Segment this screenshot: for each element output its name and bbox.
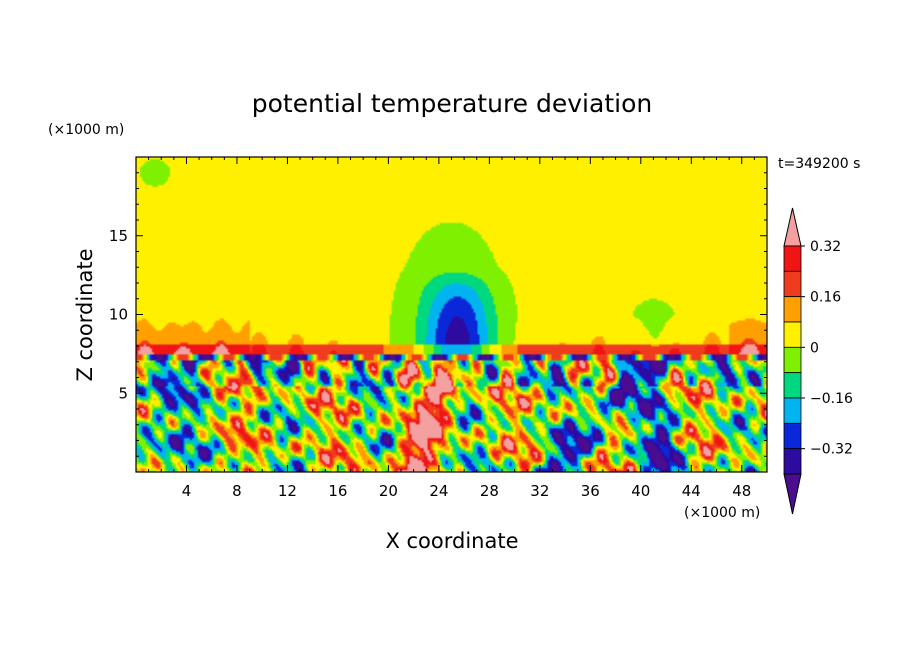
- x-tick-label: 44: [682, 482, 701, 500]
- x-tick-label: 20: [379, 482, 398, 500]
- colorbar-extend-low: [783, 473, 802, 515]
- colorbar-bin: [783, 422, 802, 450]
- colorbar-bin: [783, 372, 802, 399]
- potential-temperature-field: [136, 157, 767, 472]
- colorbar-bin: [783, 270, 802, 298]
- colorbar-label: 0: [810, 340, 819, 356]
- x-tick-label: 16: [328, 482, 347, 500]
- colorbar-extend-high: [783, 207, 802, 247]
- x-tick-label: 28: [480, 482, 499, 500]
- x-unit-label: (×1000 m): [684, 505, 760, 521]
- y-axis-label: Z coordinate: [73, 248, 97, 381]
- x-tick-label: 8: [232, 482, 242, 500]
- y-tick-label: 5: [118, 384, 128, 402]
- colorbar: 0.32 0.16 0 −0.16 −0.32: [783, 207, 853, 515]
- x-axis-ticks: 4 8 12 16 20 24 28 32 36 40 44 48: [148, 157, 755, 500]
- x-tick-label: 4: [182, 482, 192, 500]
- x-tick-label: 24: [429, 482, 448, 500]
- y-unit-label: (×1000 m): [48, 122, 124, 138]
- x-tick-label: 12: [278, 482, 297, 500]
- y-tick-label: 15: [109, 227, 128, 245]
- colorbar-label: −0.16: [810, 391, 853, 407]
- y-axis-ticks: 5 10 15: [109, 172, 767, 457]
- colorbar-bin: [783, 245, 802, 272]
- colorbar-label: −0.32: [810, 442, 853, 458]
- colorbar-label: 0.32: [810, 239, 841, 255]
- colorbar-bin: [783, 321, 802, 348]
- colorbar-bin: [783, 296, 802, 323]
- chart-title: potential temperature deviation: [252, 89, 652, 118]
- colorbar-label: 0.16: [810, 290, 841, 306]
- y-tick-label: 10: [109, 306, 128, 324]
- x-tick-label: 32: [530, 482, 549, 500]
- x-tick-label: 36: [581, 482, 600, 500]
- colorbar-bin: [783, 346, 802, 374]
- colorbar-bin: [783, 397, 802, 424]
- colorbar-bin: [783, 448, 802, 475]
- x-tick-label: 48: [732, 482, 751, 500]
- x-tick-label: 40: [631, 482, 650, 500]
- x-axis-label: X coordinate: [385, 529, 518, 553]
- time-label: t=349200 s: [778, 156, 860, 172]
